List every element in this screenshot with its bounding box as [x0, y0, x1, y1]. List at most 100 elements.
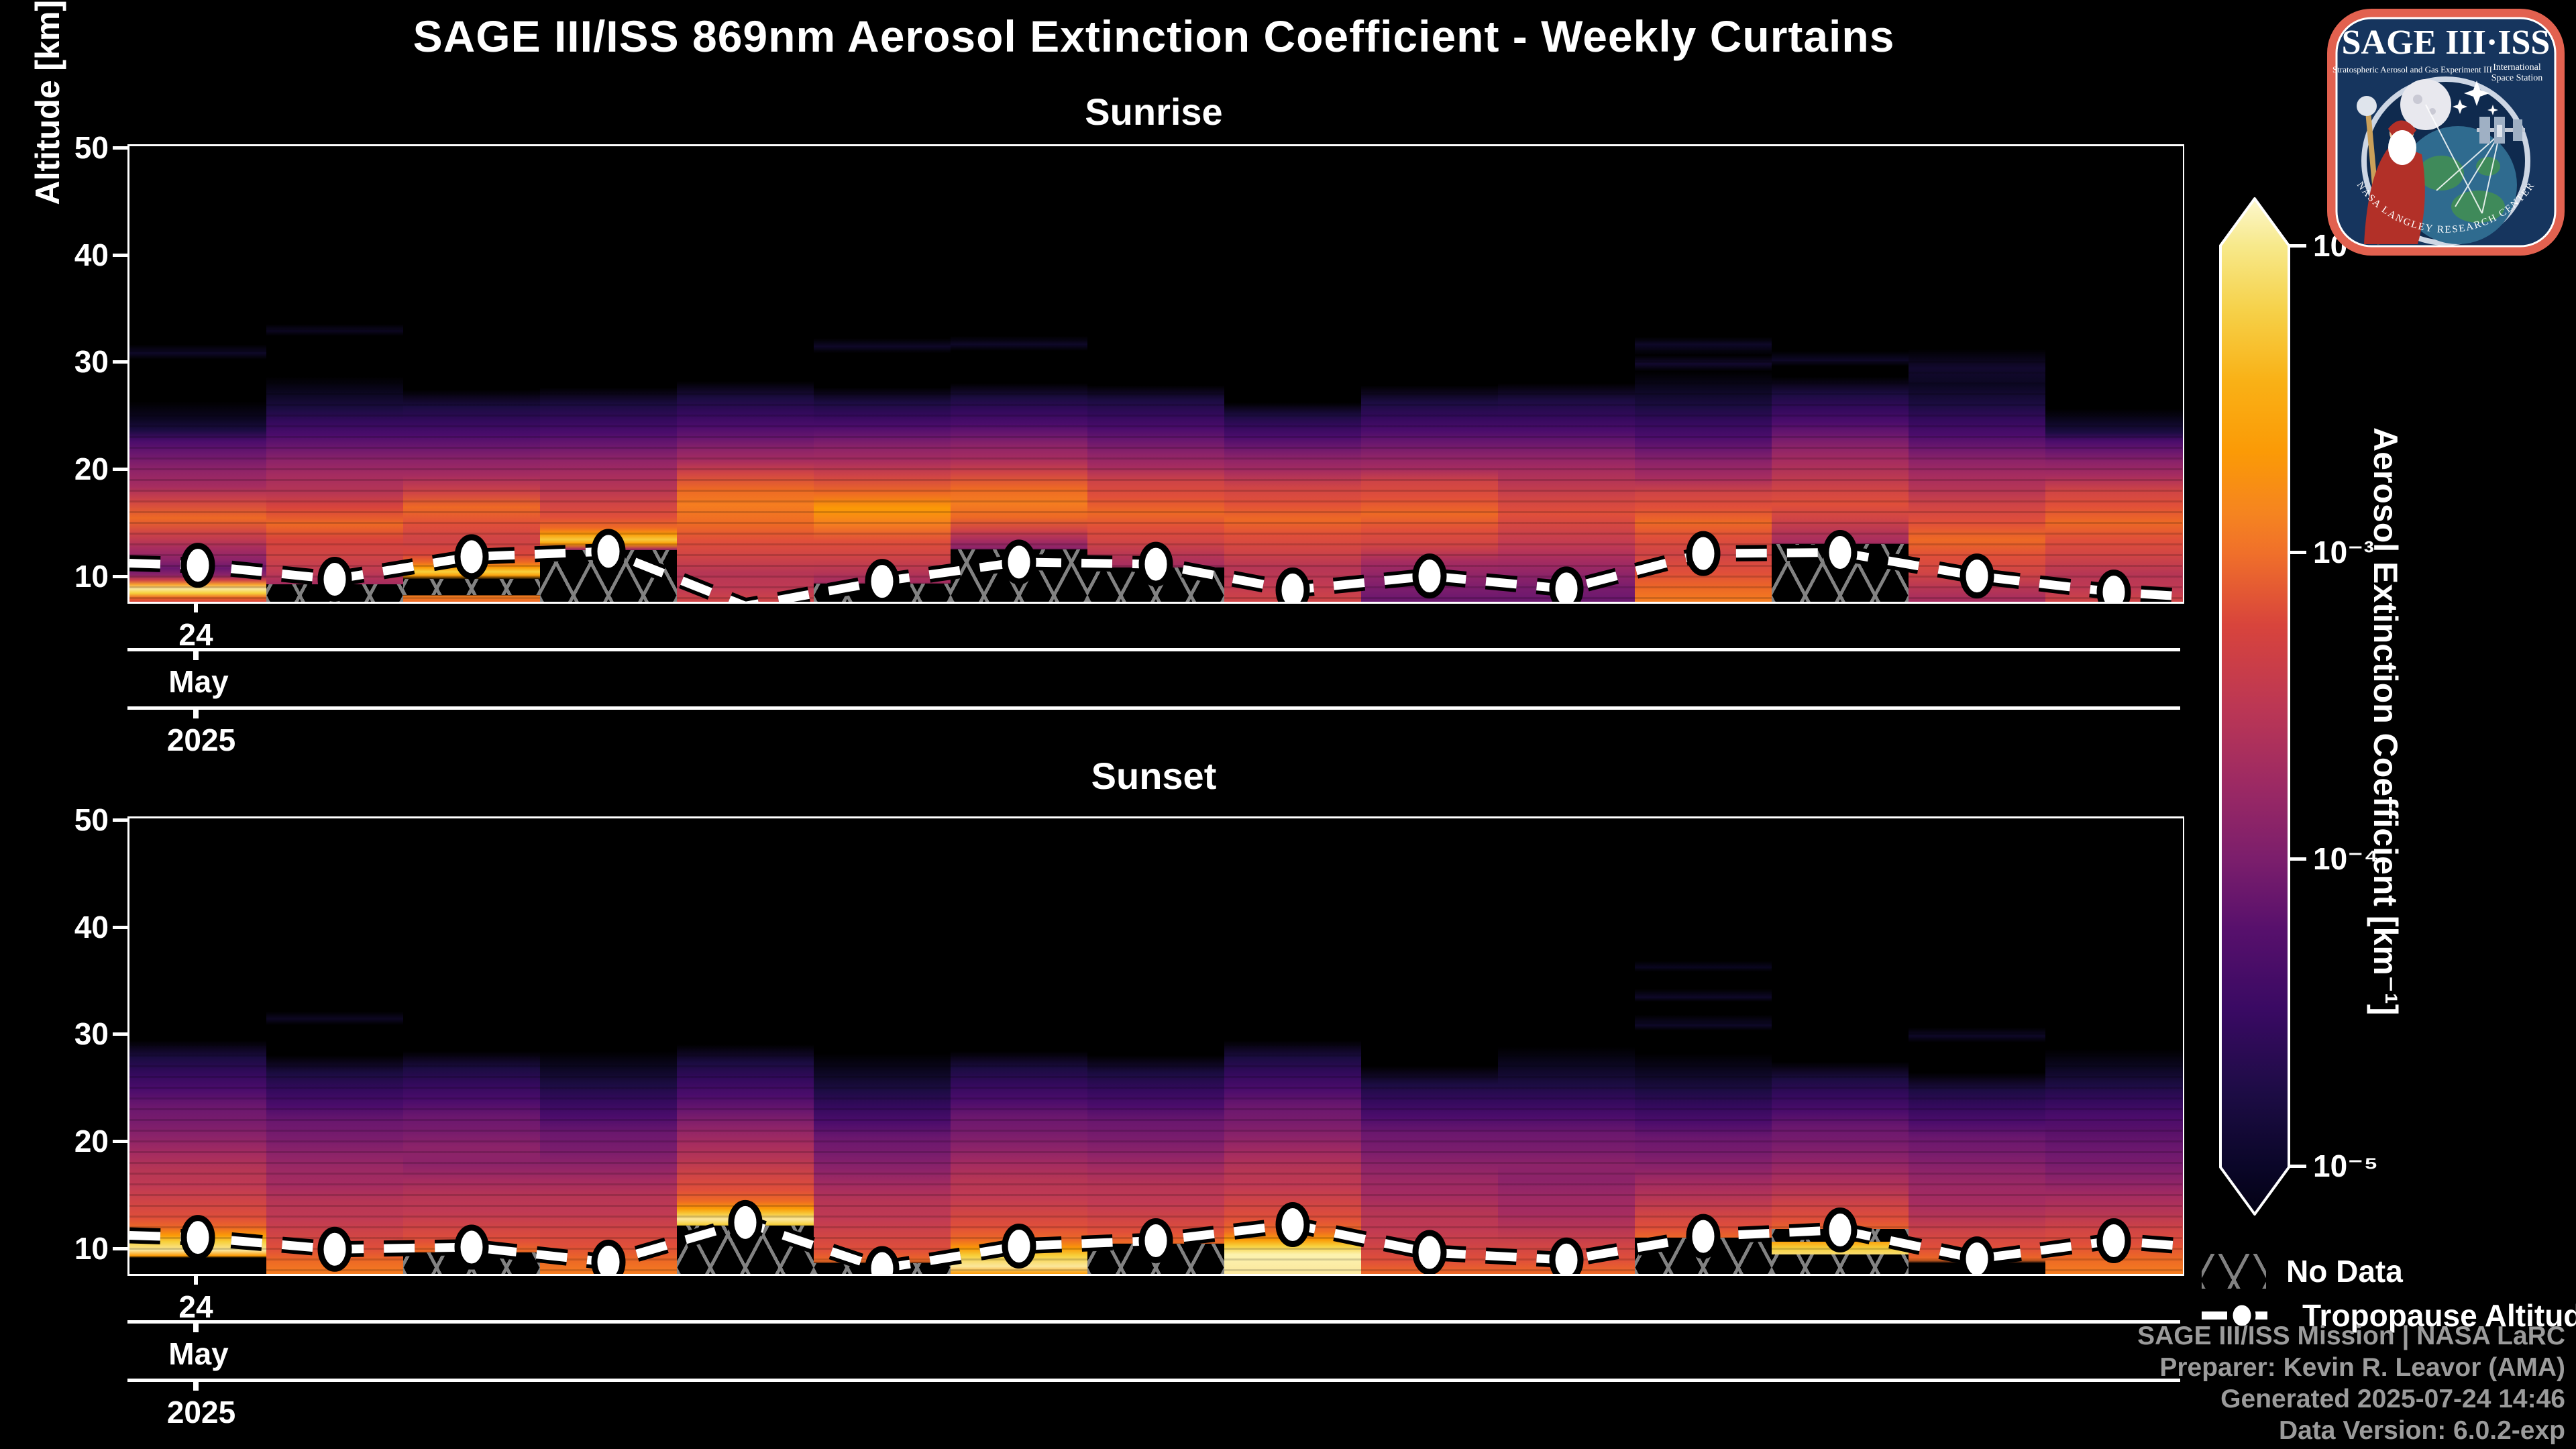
- heatmap-column: [129, 146, 267, 602]
- figure-title: SAGE III/ISS 869nm Aerosol Extinction Co…: [413, 11, 1895, 61]
- y-tick-mark: [113, 1140, 127, 1144]
- attribution-block: SAGE III/ISS Mission | NASA LaRC Prepare…: [2137, 1320, 2565, 1446]
- sunset-panel-title: Sunset: [1091, 755, 1217, 797]
- wizard: [2357, 96, 2425, 245]
- legend-row-tropopause: Tropopause Altitude: [2202, 1293, 2576, 1338]
- colorbar: [2219, 197, 2290, 1216]
- x-axis-year-separator: [127, 1379, 2180, 1382]
- tropopause-marker: [1138, 1218, 1173, 1263]
- tropopause-marker: [591, 529, 626, 574]
- star-icon: [2453, 99, 2467, 114]
- y-tick-label: 30: [74, 1016, 109, 1052]
- x-tick-mark: [194, 602, 198, 612]
- heatmap-column: [1772, 818, 1909, 1274]
- attribution-line: Generated 2025-07-24 14:46: [2220, 1385, 2565, 1413]
- x-separator-notch: [193, 710, 199, 718]
- x-tick-label-year: 2025: [166, 722, 236, 757]
- y-tick-label: 50: [74, 802, 109, 837]
- heatmap-column: [951, 146, 1088, 602]
- tropopause-marker: [317, 1226, 352, 1272]
- colorbar-tick-label: 10⁻⁴: [2313, 841, 2379, 876]
- x-axis-month-separator: [127, 1320, 2180, 1324]
- tropopause-marker: [865, 559, 900, 602]
- heatmap-column: [814, 146, 951, 602]
- heatmap-column: [1498, 818, 1635, 1274]
- heatmap-column: [403, 146, 541, 602]
- heatmap-column: [1361, 146, 1499, 602]
- x-axis-month-separator: [127, 648, 2180, 651]
- x-tick-label-month: May: [168, 1336, 229, 1371]
- mission-patch-logo: SAGE III·ISS Stratospheric Aerosol and G…: [2327, 9, 2565, 256]
- colorbar-tick-mark: [2289, 857, 2306, 861]
- heatmap-column: [1909, 146, 2046, 602]
- tropopause-marker: [1275, 1202, 1310, 1248]
- y-tick-mark: [113, 1032, 127, 1036]
- x-axis-year-separator: [127, 706, 2180, 710]
- colorbar-axis-label: Aerosol Extinction Coefficient [km⁻¹]: [2367, 427, 2404, 1016]
- tropopause-marker: [454, 534, 489, 580]
- tropopause-marker: [1960, 553, 1994, 599]
- y-tick-label: 20: [74, 451, 109, 487]
- tropopause-marker: [1138, 541, 1173, 587]
- logo-subtitle-right-1: International: [2493, 62, 2541, 72]
- tropopause-marker: [1823, 530, 1858, 576]
- tropopause-marker: [865, 1246, 900, 1274]
- heatmap-column: [1909, 818, 2046, 1274]
- tropopause-marker: [591, 1239, 626, 1274]
- colorbar-tick-mark: [2289, 1165, 2306, 1168]
- sunrise-panel-title: Sunrise: [1085, 91, 1223, 133]
- y-tick-label: 10: [74, 1230, 109, 1266]
- colorbar-tick-mark: [2289, 551, 2306, 554]
- heatmap-column: [266, 818, 404, 1274]
- x-separator-notch: [193, 651, 199, 660]
- legend-label-tropopause: Tropopause Altitude: [2302, 1298, 2576, 1333]
- sunrise-heatmap-panel: [127, 144, 2184, 604]
- colorbar-tick-mark: [2289, 244, 2306, 248]
- legend-label-no-data: No Data: [2286, 1254, 2403, 1289]
- y-tick-mark: [113, 253, 127, 257]
- tropopause-marker: [454, 1224, 489, 1270]
- heatmap-column: [1635, 146, 1772, 602]
- x-tick-label-day: 24: [178, 1289, 213, 1324]
- heatmap-column: [1087, 146, 1225, 602]
- colorbar-arrow-shape: [2219, 197, 2290, 1216]
- x-tick-label-year: 2025: [166, 1395, 236, 1430]
- heatmap-column: [951, 818, 1088, 1274]
- no-data-hatch-swatch: [2202, 1254, 2266, 1289]
- tropopause-marker: [1549, 1237, 1584, 1274]
- legend-row-no-data: No Data: [2202, 1249, 2576, 1293]
- heatmap-column: [677, 146, 814, 602]
- star-icon: [2487, 105, 2498, 115]
- y-tick-mark: [113, 925, 127, 929]
- x-tick-label-day: 24: [178, 617, 213, 652]
- tropopause-marker: [180, 543, 215, 588]
- y-tick-mark: [113, 468, 127, 472]
- attribution-line: SAGE III/ISS Mission | NASA LaRC: [2137, 1322, 2565, 1350]
- logo-title: SAGE III·ISS: [2342, 23, 2551, 62]
- tropopause-line-swatch: [2202, 1300, 2282, 1331]
- tropopause-line-layer: [129, 529, 2182, 602]
- heatmap-column: [1224, 818, 1362, 1274]
- heatmap-column: [540, 146, 678, 602]
- tropopause-line-layer: [129, 1199, 2182, 1274]
- logo-subtitle-left: Stratospheric Aerosol and Gas Experiment…: [2332, 64, 2492, 74]
- tropopause-marker: [728, 1199, 763, 1245]
- y-tick-mark: [113, 360, 127, 364]
- logo-subtitle-right-2: Space Station: [2491, 73, 2543, 83]
- no-data-region: [1772, 1254, 1909, 1274]
- y-tick-label: 30: [74, 344, 109, 380]
- y-tick-label: 50: [74, 129, 109, 165]
- heatmap-column: [540, 818, 678, 1274]
- heatmap-column: [1361, 818, 1499, 1274]
- heatmap-column: [1635, 818, 1772, 1274]
- y-tick-mark: [113, 818, 127, 822]
- y-axis-label-sunset: Altitude [km]: [29, 0, 66, 205]
- x-tick-mark: [194, 1274, 198, 1285]
- tropopause-marker: [1960, 1236, 1994, 1274]
- tropopause-marker: [1823, 1207, 1858, 1252]
- x-tick-label-month: May: [168, 664, 229, 699]
- colorbar-tick-label: 10⁻⁵: [2313, 1148, 2379, 1183]
- iss: [2477, 117, 2525, 144]
- y-tick-label: 40: [74, 909, 109, 945]
